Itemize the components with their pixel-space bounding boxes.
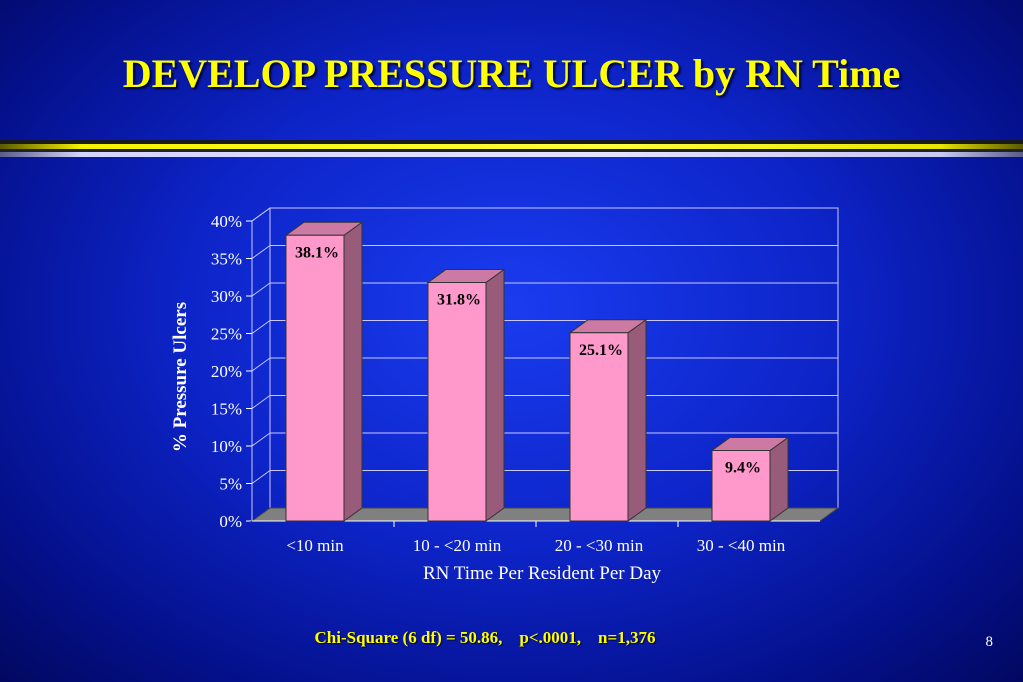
statistics-footnote: Chi-Square (6 df) = 50.86, p<.0001, n=1,… [314,628,656,647]
data-label: 25.1% [579,342,623,359]
bar-side [627,318,647,522]
y-tick-label: 30% [211,287,242,306]
y-tick-label: 20% [211,362,242,381]
data-label: 9.4% [725,460,761,477]
gridline-side [251,245,271,259]
x-tick-label: 20 - <30 min [555,536,644,555]
y-tick-label: 15% [211,400,242,419]
slide-title: DEVELOP PRESSURE ULCER by RN Time [122,51,901,96]
gridline-side [251,470,271,484]
x-tick-label: <10 min [286,536,344,555]
x-tick-label: 10 - <20 min [413,536,502,555]
title-rule-yellow [0,144,1023,149]
bar-4 [711,450,771,522]
page-number: 8 [985,634,994,650]
bar-1 [285,234,345,522]
gridline-side [251,432,271,447]
gridline-side [251,320,271,334]
x-tick-label: 30 - <40 min [697,536,786,555]
gridline-side [251,282,271,297]
title-rule-lavender [0,152,1023,157]
y-tick-label: 5% [219,475,242,494]
y-tick-label: 10% [211,437,242,456]
bar-3 [569,332,629,522]
y-tick-label: 25% [211,325,242,344]
y-tick-label: 0% [219,512,242,531]
bar-side [485,268,505,522]
y-tick-label: 35% [211,250,242,269]
x-axis-title: RN Time Per Resident Per Day [423,563,662,584]
y-axis-title: % Pressure Ulcers [170,302,191,452]
data-label: 38.1% [295,244,339,261]
bar-side [769,436,789,522]
bar-2 [427,282,487,522]
title-rule-dark-lower [0,149,1023,152]
data-label: 31.8% [437,292,481,309]
y-tick-label: 40% [211,212,242,231]
gridline-side [251,357,271,372]
gridline-side [251,207,271,222]
bar-side [343,221,363,522]
title-rule-dark [0,140,1023,144]
gridline-side [251,395,271,409]
